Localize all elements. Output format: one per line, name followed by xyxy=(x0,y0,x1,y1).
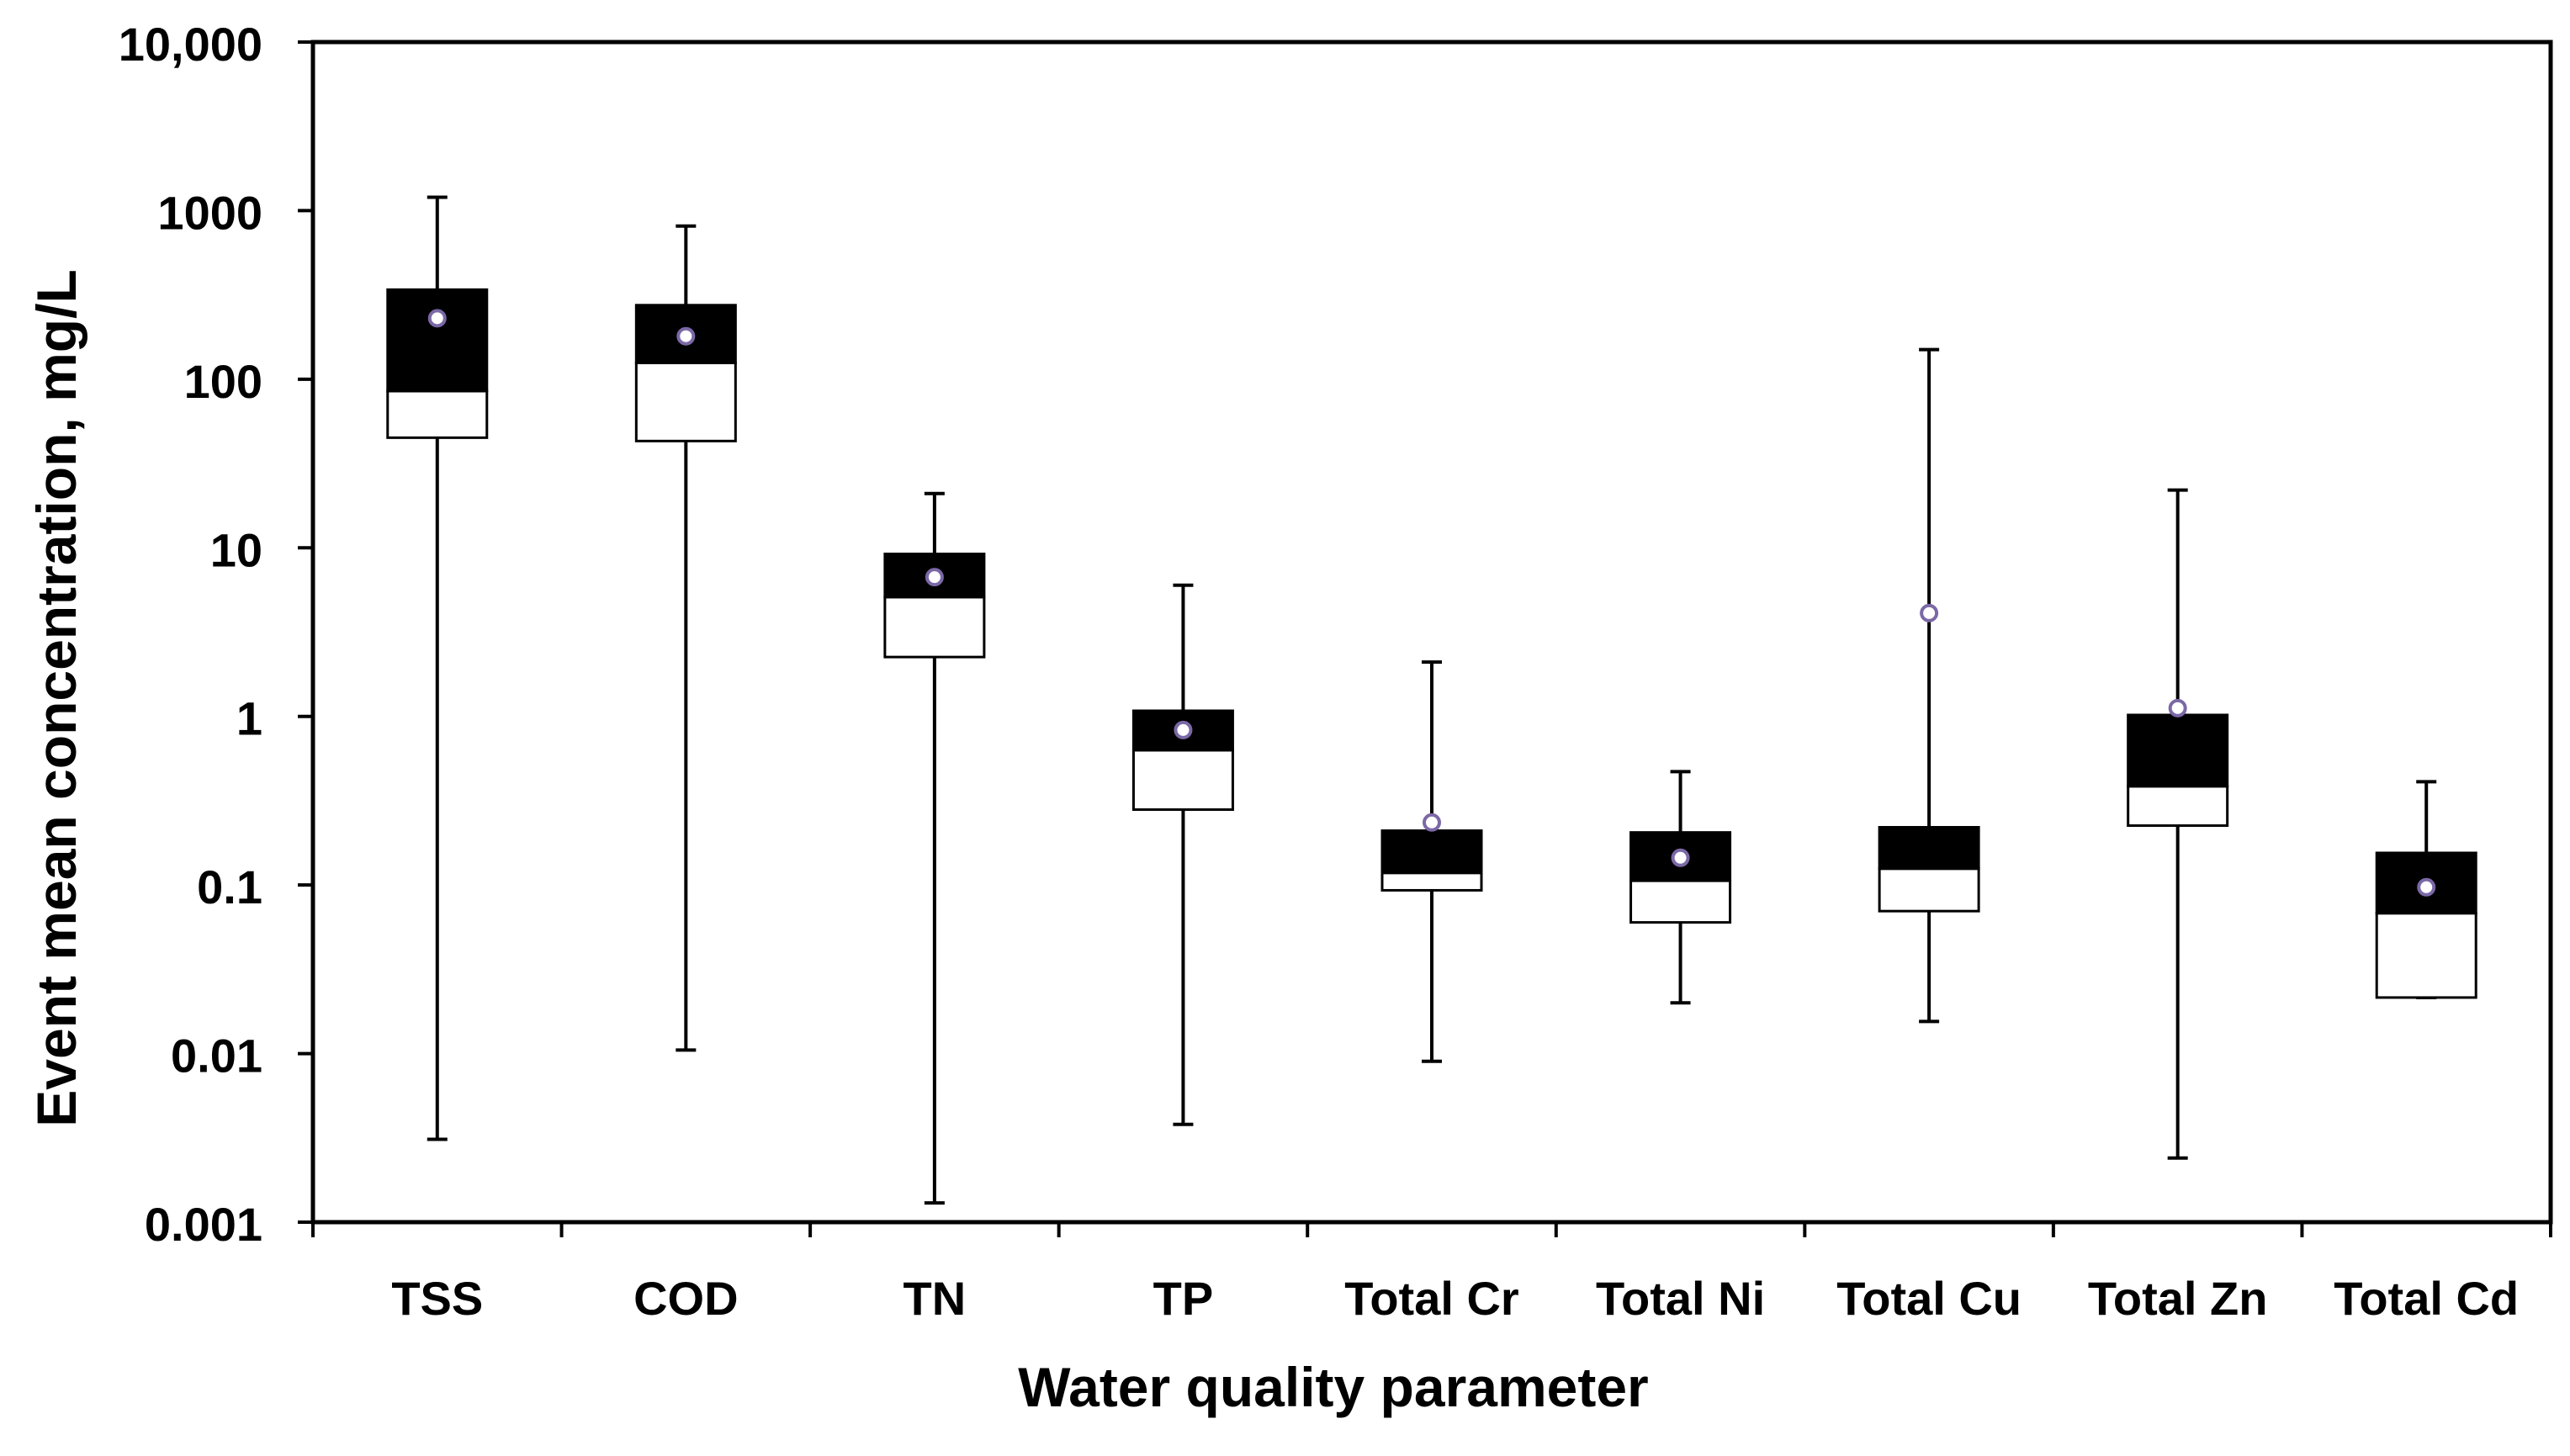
x-tick-label: Total Cr xyxy=(1344,1272,1518,1325)
x-axis-title: Water quality parameter xyxy=(1018,1356,1648,1418)
box-tp xyxy=(1131,583,1234,1126)
x-tick-label: Total Zn xyxy=(2088,1272,2268,1325)
mean-marker xyxy=(2168,698,2187,717)
box-upper-quartile xyxy=(1380,829,1483,875)
box-total-zn xyxy=(2127,488,2229,1160)
box-lower-quartile xyxy=(883,596,986,659)
mean-marker xyxy=(1174,720,1193,739)
y-tick-label: 10 xyxy=(210,523,262,576)
y-tick-label: 0.01 xyxy=(171,1030,262,1083)
box-series xyxy=(386,195,2477,1205)
x-tick-label: Total Cd xyxy=(2334,1272,2519,1325)
mean-marker xyxy=(1920,603,1939,622)
box-tss xyxy=(386,195,489,1141)
box-upper-quartile xyxy=(386,288,489,393)
y-tick-label: 0.1 xyxy=(197,860,262,913)
box-upper-quartile xyxy=(1878,826,1980,871)
x-tick-label: Total Ni xyxy=(1596,1272,1765,1325)
x-tick-label: TP xyxy=(1153,1272,1214,1325)
mean-marker xyxy=(676,326,696,346)
box-total-ni xyxy=(1629,770,1732,1005)
mean-marker xyxy=(1423,813,1441,832)
box-lower-quartile xyxy=(2375,912,2477,999)
mean-marker xyxy=(2417,877,2436,897)
x-axis: TSS COD TN TP Total Cr Total Ni Total Cu Total … xyxy=(311,1222,2552,1325)
x-tick-label: TN xyxy=(903,1272,967,1325)
box-cod xyxy=(634,224,737,1052)
box-lower-quartile xyxy=(1629,879,1732,924)
box-lower-quartile xyxy=(1380,871,1483,892)
x-tick-label: COD xyxy=(633,1272,738,1325)
box-lower-quartile xyxy=(1131,749,1234,812)
x-tick-label: TSS xyxy=(391,1272,483,1325)
mean-marker xyxy=(1671,848,1690,867)
y-tick-label: 0.001 xyxy=(145,1198,262,1251)
x-tick-label: Total Cu xyxy=(1836,1272,2022,1325)
y-tick-label: 1 xyxy=(236,692,262,745)
box-tn xyxy=(883,491,986,1205)
y-axis-title: Event mean concentration, mg/L xyxy=(25,269,87,1127)
mean-marker xyxy=(925,568,944,587)
box-total-cu xyxy=(1878,347,1980,1024)
y-tick-label: 100 xyxy=(184,355,262,408)
box-lower-quartile xyxy=(386,389,489,439)
box-upper-quartile xyxy=(2127,713,2229,788)
y-tick-label: 1000 xyxy=(157,186,262,239)
box-total-cr xyxy=(1380,660,1483,1063)
box-total-cd xyxy=(2375,780,2477,999)
box-lower-quartile xyxy=(634,361,737,442)
box-lower-quartile xyxy=(2127,785,2229,828)
mean-marker xyxy=(427,309,447,328)
y-tick-label: 10,000 xyxy=(119,18,262,71)
box-lower-quartile xyxy=(1878,867,1980,913)
y-axis: 0.001 0.01 0.1 1 10 100 1000 10,000 xyxy=(119,18,313,1251)
